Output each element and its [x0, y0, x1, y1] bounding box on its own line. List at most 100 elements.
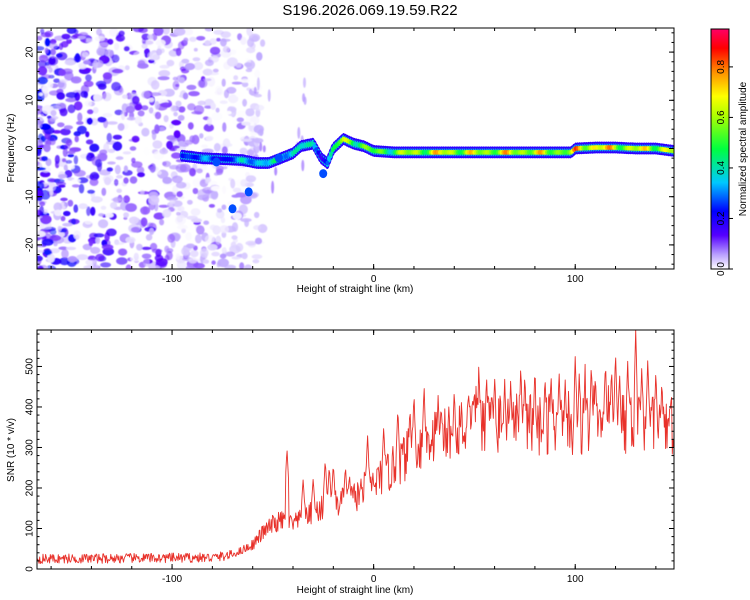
heatmap-cell	[55, 181, 66, 187]
heatmap-cell	[177, 114, 185, 121]
heatmap-cell	[241, 121, 251, 126]
heatmap-cell	[235, 91, 245, 98]
heatmap-cell	[84, 38, 93, 43]
heatmap-cell	[82, 51, 89, 58]
heatmap-cell	[78, 183, 85, 194]
heatmap-cell	[114, 42, 120, 51]
colorbar-tick-label: 0.2	[716, 211, 727, 225]
heatmap-cell	[50, 48, 56, 56]
heatmap-cell	[205, 135, 214, 142]
heatmap-cell	[154, 111, 162, 120]
spectrogram-x-axis: -100 0 100	[50, 28, 657, 285]
heatmap-cell	[141, 90, 151, 99]
heatmap-cell	[64, 59, 76, 66]
heatmap-cell	[107, 148, 116, 153]
heatmap-cell	[157, 76, 170, 81]
heatmap-cell	[54, 154, 61, 165]
heatmap-cell	[147, 34, 154, 40]
heatmap-cell	[130, 226, 140, 233]
heatmap-cell	[40, 32, 51, 38]
heatmap-cell	[67, 153, 75, 158]
heatmap-cell	[98, 42, 109, 47]
heatmap-cell	[116, 174, 123, 179]
heatmap-cell	[215, 165, 224, 174]
heatmap-cell	[240, 179, 248, 187]
heatmap-cell	[45, 265, 56, 269]
heatmap-cell	[37, 76, 48, 85]
heatmap-cell	[57, 81, 65, 88]
heatmap-cell	[219, 253, 227, 259]
heatmap-cell	[219, 100, 228, 104]
heatmap-cell	[204, 177, 210, 184]
heatmap-cell	[47, 56, 59, 66]
heatmap-cell	[185, 232, 193, 241]
ridge-core	[180, 136, 674, 214]
heatmap-cell	[207, 76, 216, 87]
colorbar-label: Normalized spectral amplitude	[738, 81, 749, 216]
heatmap-cell	[245, 108, 255, 117]
heatmap-cell	[189, 135, 196, 143]
heatmap-cell	[67, 104, 76, 114]
heatmap-cell	[217, 258, 229, 268]
y-tick-label: 0	[25, 145, 36, 151]
heatmap-cell	[55, 53, 63, 58]
heatmap-cell	[155, 258, 168, 267]
heatmap-cell	[106, 167, 114, 172]
heatmap-cell	[192, 187, 199, 195]
heatmap-cell	[159, 219, 165, 226]
heatmap-cell	[129, 146, 137, 151]
snr-x-label: Height of straight line (km)	[297, 585, 414, 596]
heatmap-cell	[111, 81, 121, 92]
x-tick-label: 0	[371, 274, 377, 285]
heatmap-cell	[175, 253, 181, 260]
heatmap-cell	[260, 39, 266, 47]
heatmap-cell	[210, 185, 221, 192]
heatmap-cell	[41, 238, 54, 246]
heatmap-cell	[129, 176, 138, 184]
colorbar-ticks: 0.0 0.2 0.4 0.6 0.8	[716, 60, 733, 276]
heatmap-cell	[191, 111, 203, 115]
figure-title: S196.2026.069.19.59.R22	[282, 2, 457, 19]
heatmap-cell	[166, 59, 175, 67]
heatmap-cell	[175, 47, 182, 57]
heatmap-cell	[159, 148, 169, 155]
heatmap-cell	[76, 121, 84, 125]
heatmap-cell	[93, 233, 105, 238]
heatmap-cell	[166, 196, 178, 201]
x-tick-label: -100	[162, 574, 182, 585]
heatmap-cell	[316, 150, 321, 156]
heatmap-cell	[171, 152, 182, 159]
heatmap-cell	[37, 230, 46, 238]
heatmap-cell	[71, 218, 76, 225]
heatmap-cell	[123, 212, 129, 218]
heatmap-cell	[148, 107, 154, 114]
heatmap-cell	[207, 116, 212, 126]
heatmap-cell	[240, 218, 252, 223]
heatmap-cell	[253, 86, 257, 95]
heatmap-cell	[60, 215, 66, 222]
heatmap-cell	[303, 96, 307, 105]
heatmap-cell	[178, 106, 186, 113]
heatmap-cell	[131, 95, 140, 105]
heatmap-cell	[37, 35, 43, 41]
heatmap-cell	[123, 195, 130, 204]
heatmap-cell	[141, 253, 152, 259]
heatmap-cell	[254, 104, 265, 111]
y-tick-label: 400	[25, 398, 36, 415]
snr-frame	[36, 329, 675, 570]
heatmap-cell	[61, 249, 69, 259]
heatmap-cell	[149, 92, 162, 97]
heatmap-cell	[232, 212, 242, 220]
heatmap-cell	[189, 167, 196, 177]
heatmap-cell	[173, 111, 178, 117]
heatmap-cell	[183, 28, 194, 36]
heatmap-cell	[301, 159, 305, 172]
heatmap-cell	[83, 60, 91, 65]
heatmap-cell	[44, 47, 49, 54]
heatmap-cell	[175, 181, 187, 189]
heatmap-cell	[249, 122, 255, 126]
heatmap-cell	[151, 130, 157, 141]
heatmap-cell	[87, 189, 95, 194]
heatmap-cell	[190, 208, 201, 216]
heatmap-cell	[148, 97, 155, 103]
